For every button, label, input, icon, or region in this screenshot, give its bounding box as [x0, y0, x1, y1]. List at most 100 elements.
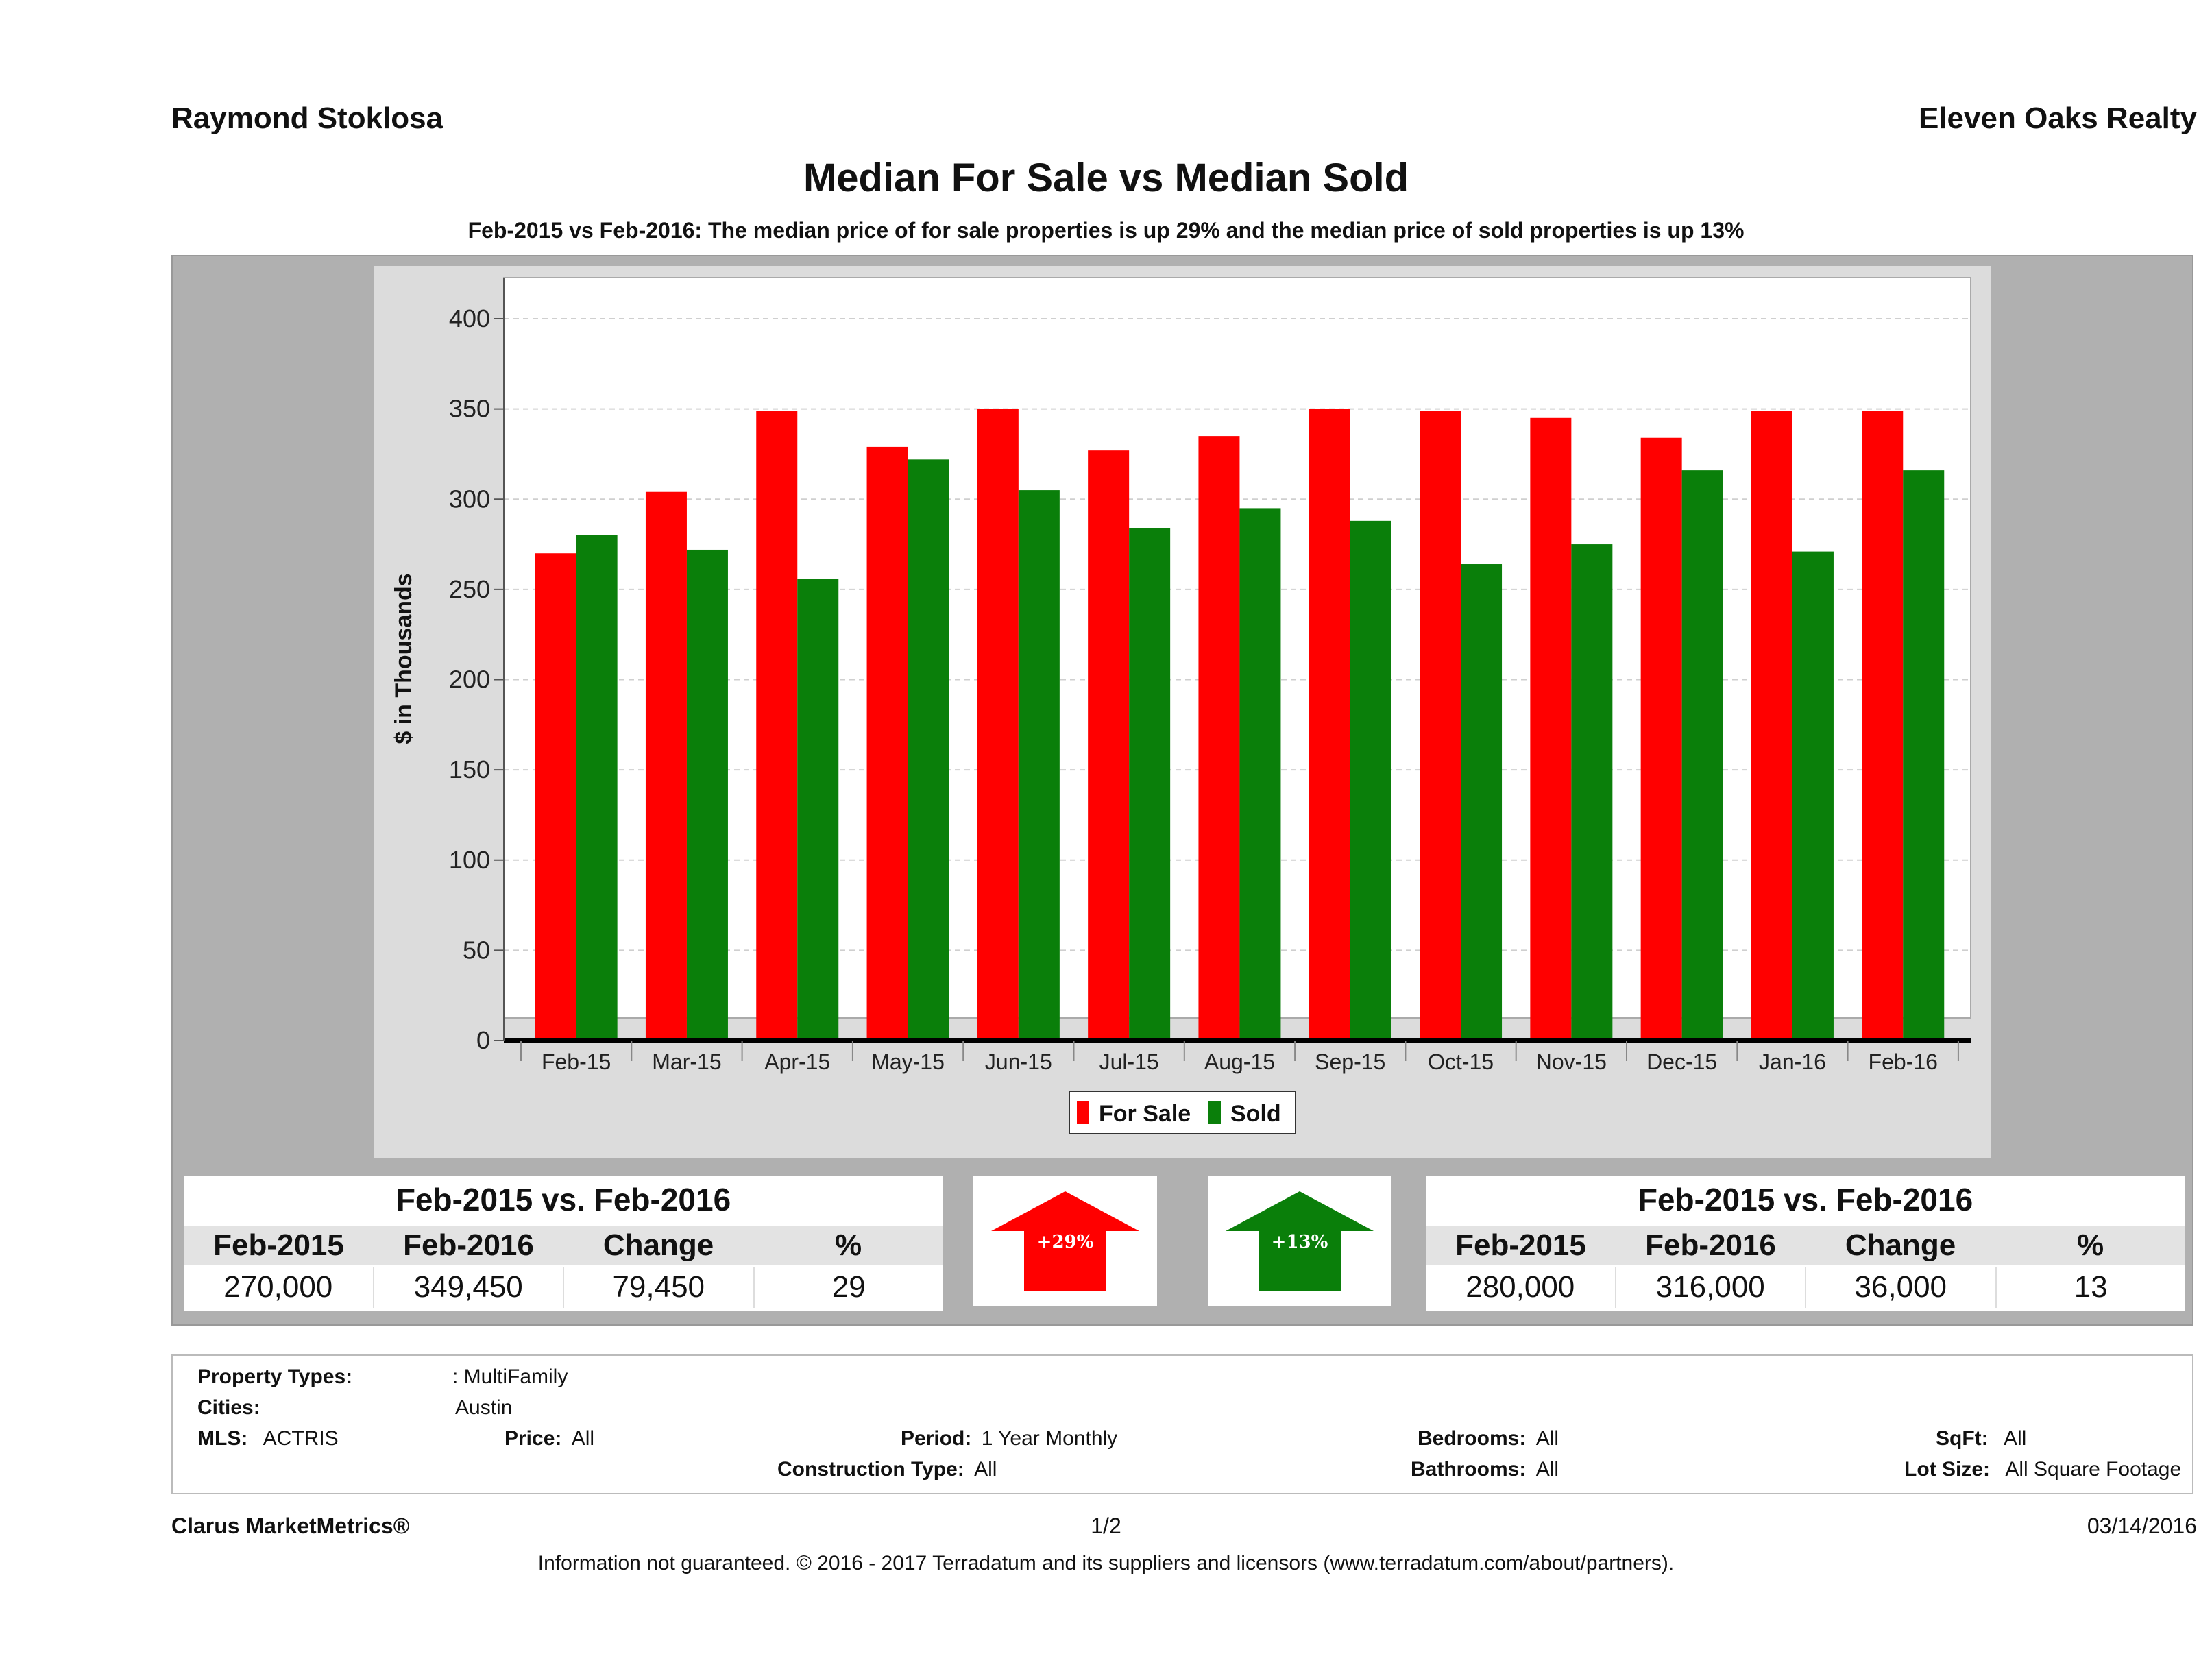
bar-sold-feb-16	[1903, 470, 1945, 1041]
y-tick-label: 200	[449, 666, 490, 694]
y-tick-label: 250	[449, 575, 490, 603]
agent-name: Raymond Stoklosa	[171, 101, 443, 135]
bar-for-sale-mar-15	[645, 491, 687, 1041]
legend: For Sale Sold	[1069, 1091, 1296, 1134]
bar-sold-jun-15	[1018, 490, 1060, 1041]
bar-sold-oct-15	[1461, 564, 1503, 1041]
x-tick-label: Feb-16	[1869, 1049, 1938, 1074]
summary-header-cell: Change	[603, 1228, 714, 1262]
legend-label-for-sale: For Sale	[1099, 1101, 1191, 1127]
period-value: 1 Year Monthly	[981, 1427, 1118, 1450]
x-tick-label: Nov-15	[1536, 1049, 1607, 1074]
summary-header-cell: %	[834, 1228, 862, 1262]
y-tick-label: 350	[449, 395, 490, 423]
property-types-label: Property Types:	[197, 1365, 353, 1388]
bar-sold-nov-15	[1571, 544, 1613, 1041]
x-tick-label: Sep-15	[1315, 1049, 1385, 1074]
bar-sold-jan-16	[1792, 551, 1834, 1041]
bathrooms-value: All	[1535, 1458, 1559, 1481]
x-tick-label: Jul-15	[1099, 1049, 1159, 1074]
summary-for-sale-header: Feb-2015 Feb-2016 Change %	[184, 1226, 943, 1265]
legend-swatch-for-sale	[1077, 1101, 1089, 1124]
bathrooms-label: Bathrooms:	[1411, 1458, 1527, 1481]
y-tick-label: 100	[449, 846, 490, 874]
bar-sold-aug-15	[1239, 508, 1281, 1041]
y-tick-label: 150	[449, 755, 490, 783]
for-sale-change-box: +29%	[973, 1176, 1157, 1306]
summary-sold-title: Feb-2015 vs. Feb-2016	[1638, 1182, 1973, 1217]
mls-value: ACTRIS	[263, 1427, 339, 1450]
summary-sold-values: 280,000 316,000 36,000 13	[1426, 1267, 2185, 1308]
company-name: Eleven Oaks Realty	[1918, 101, 2197, 135]
bar-sold-sep-15	[1350, 520, 1391, 1041]
summary-value-cell: 270,000	[184, 1267, 374, 1308]
x-tick-label: May-15	[871, 1049, 945, 1074]
y-tick-label: 300	[449, 485, 490, 513]
summary-header-cell: Feb-2016	[403, 1228, 534, 1262]
summary-value-cell: 36,000	[1806, 1267, 1997, 1308]
summary-for-sale: Feb-2015 vs. Feb-2016 Feb-2015 Feb-2016 …	[184, 1176, 943, 1311]
summary-for-sale-title: Feb-2015 vs. Feb-2016	[396, 1182, 731, 1217]
x-tick-label: Aug-15	[1204, 1049, 1275, 1074]
footer-brand: Clarus MarketMetrics®	[171, 1513, 410, 1538]
summary-for-sale-values: 270,000 349,450 79,450 29	[184, 1267, 943, 1308]
sold-arrow-shape	[1226, 1191, 1374, 1291]
y-tick-label: 0	[476, 1026, 490, 1054]
y-tick-label: 50	[463, 936, 490, 964]
filter-criteria: Property Types: : MultiFamily Cities: Au…	[171, 1354, 2193, 1494]
bar-for-sale-sep-15	[1309, 409, 1350, 1041]
construction-type-label: Construction Type:	[777, 1458, 964, 1481]
for-sale-arrow-shape	[991, 1191, 1139, 1291]
bar-for-sale-feb-15	[535, 553, 576, 1041]
summary-value-cell: 13	[2074, 1270, 2108, 1304]
lot-size-value: All Square Footage	[2005, 1458, 2182, 1481]
bar-for-sale-nov-15	[1530, 417, 1572, 1041]
lot-size-label: Lot Size:	[1904, 1458, 1990, 1481]
y-tick-label: 400	[449, 304, 490, 332]
up-arrow-icon: +29%	[991, 1191, 1139, 1291]
up-arrow-icon: +13%	[1226, 1191, 1374, 1291]
bar-for-sale-oct-15	[1420, 411, 1461, 1041]
summary-sold-header: Feb-2015 Feb-2016 Change %	[1426, 1226, 2185, 1265]
bar-sold-may-15	[908, 459, 949, 1041]
bar-for-sale-aug-15	[1198, 436, 1240, 1041]
sqft-value: All	[2003, 1427, 2027, 1450]
summary-value-cell: 316,000	[1616, 1267, 1806, 1308]
disclaimer: Information not guaranteed. © 2016 - 201…	[537, 1552, 1675, 1574]
bar-for-sale-dec-15	[1640, 437, 1682, 1041]
legend-label-sold: Sold	[1230, 1101, 1281, 1127]
x-tick-label: Feb-15	[542, 1049, 611, 1074]
legend-swatch-sold	[1208, 1101, 1221, 1124]
summary-header-cell: Change	[1845, 1228, 1956, 1262]
chart-subtitle: Feb-2015 vs Feb-2016: The median price o…	[467, 218, 1745, 243]
x-tick-label: Oct-15	[1428, 1049, 1494, 1074]
property-types-value: : MultiFamily	[452, 1365, 568, 1388]
bar-for-sale-jan-16	[1751, 411, 1792, 1041]
summary-header-cell: Feb-2015	[1455, 1228, 1586, 1262]
x-tick-label: Jun-15	[985, 1049, 1052, 1074]
x-tick-label: Apr-15	[764, 1049, 830, 1074]
summary-header-cell: Feb-2015	[213, 1228, 344, 1262]
bar-sold-jul-15	[1129, 528, 1171, 1041]
summary-header-cell: Feb-2016	[1645, 1228, 1776, 1262]
sqft-label: SqFt:	[1936, 1427, 1989, 1450]
sold-change-box: +13%	[1208, 1176, 1391, 1306]
for-sale-change-label: +29%	[1037, 1232, 1094, 1252]
summary-value-cell: 349,450	[374, 1267, 564, 1308]
bar-sold-apr-15	[797, 579, 839, 1041]
bedrooms-value: All	[1535, 1427, 1559, 1450]
mls-label: MLS:	[197, 1427, 248, 1450]
bar-sold-mar-15	[686, 549, 728, 1041]
summary-value-cell: 29	[831, 1270, 866, 1304]
bar-sold-feb-15	[576, 535, 618, 1041]
chart-title: Median For Sale vs Median Sold	[803, 156, 1409, 200]
summary-header-cell: %	[2076, 1228, 2104, 1262]
bar-for-sale-feb-16	[1862, 411, 1904, 1041]
x-tick-label: Dec-15	[1646, 1049, 1717, 1074]
bar-sold-dec-15	[1681, 470, 1723, 1041]
legend-box	[1069, 1091, 1296, 1134]
cities-label: Cities:	[197, 1396, 260, 1419]
bar-for-sale-jul-15	[1088, 450, 1130, 1041]
price-value: All	[571, 1427, 595, 1450]
bar-for-sale-apr-15	[756, 411, 798, 1041]
